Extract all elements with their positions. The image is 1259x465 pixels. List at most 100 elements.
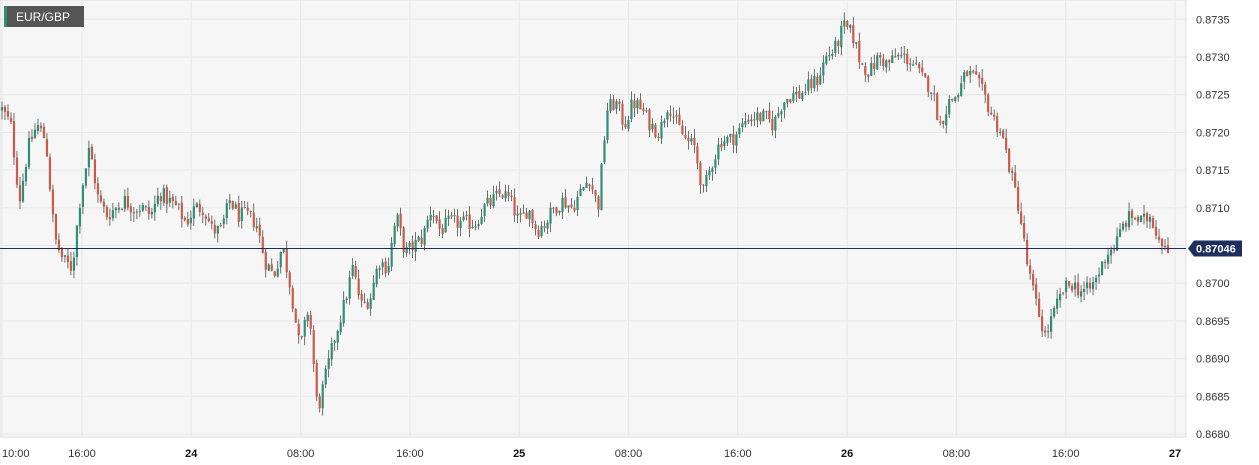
y-axis: 0.8735 0.8730 0.8725 0.8720 0.8715 0.8710 0.87… bbox=[1196, 14, 1230, 441]
candle-body bbox=[492, 194, 495, 207]
candle-body bbox=[330, 343, 333, 360]
candle-body bbox=[159, 196, 162, 202]
candle-body bbox=[246, 207, 249, 211]
candle-body bbox=[72, 257, 76, 271]
candle-body bbox=[747, 119, 750, 123]
candle-body bbox=[333, 341, 336, 344]
candle-body bbox=[708, 170, 711, 176]
candle-body bbox=[600, 163, 603, 211]
candle-body bbox=[420, 237, 423, 245]
candle-body bbox=[384, 261, 387, 274]
candle-body bbox=[366, 302, 369, 309]
candle-body bbox=[318, 396, 321, 409]
candle-body bbox=[480, 217, 483, 225]
candle-body bbox=[1148, 216, 1152, 222]
candle-body bbox=[45, 139, 49, 157]
candle-body bbox=[315, 363, 318, 397]
candle-body bbox=[771, 118, 774, 131]
candle-body bbox=[726, 137, 729, 143]
candle-body bbox=[258, 224, 261, 236]
candle-body bbox=[1073, 282, 1077, 290]
candle-body bbox=[921, 67, 924, 73]
candle-body bbox=[969, 70, 972, 75]
candle-body bbox=[1076, 282, 1080, 296]
candle-body bbox=[468, 214, 471, 229]
candle-body bbox=[33, 129, 37, 139]
candle-body bbox=[573, 207, 576, 211]
candle-body bbox=[0, 107, 4, 111]
candle-body bbox=[243, 206, 246, 208]
candle-body bbox=[714, 159, 717, 168]
candle-body bbox=[1118, 229, 1122, 237]
current-price-label: 0.87046 bbox=[1196, 244, 1236, 256]
candle-body bbox=[18, 185, 22, 202]
candle-body bbox=[1088, 282, 1092, 289]
candle-body bbox=[774, 116, 777, 131]
candle-body bbox=[294, 308, 297, 323]
candle-body bbox=[276, 268, 279, 277]
candle-body bbox=[465, 214, 468, 216]
candle-body bbox=[765, 111, 768, 113]
candle-body bbox=[195, 203, 198, 208]
candle-body bbox=[756, 112, 759, 121]
candle-body bbox=[732, 133, 735, 145]
candle-body bbox=[57, 239, 61, 251]
candle-body bbox=[1044, 330, 1047, 333]
candle-body bbox=[360, 293, 363, 301]
candle-body bbox=[408, 242, 411, 247]
candle-body bbox=[1166, 245, 1170, 254]
candle-body bbox=[264, 251, 267, 270]
candle-body bbox=[546, 222, 549, 229]
candle-body bbox=[132, 212, 135, 214]
candle-body bbox=[15, 157, 19, 185]
candle-body bbox=[477, 224, 480, 227]
candle-body bbox=[120, 208, 123, 210]
candle-body bbox=[51, 189, 55, 215]
symbol-badge[interactable]: EUR/GBP bbox=[4, 6, 84, 27]
candle-body bbox=[525, 212, 528, 219]
candle-body bbox=[855, 42, 858, 44]
candle-body bbox=[798, 91, 801, 99]
candle-body bbox=[672, 116, 675, 118]
candle-body bbox=[879, 54, 882, 58]
candle-body bbox=[1058, 293, 1062, 301]
candle-body bbox=[1094, 277, 1098, 283]
candle-body bbox=[876, 55, 879, 70]
candle-body bbox=[654, 124, 657, 137]
candle-body bbox=[555, 207, 558, 214]
candle-body bbox=[777, 113, 780, 117]
candle-body bbox=[1100, 261, 1104, 276]
y-tick-label: 0.8725 bbox=[1196, 90, 1230, 102]
candle-body bbox=[582, 187, 585, 190]
y-tick-label: 0.8715 bbox=[1196, 165, 1230, 177]
candle-body bbox=[216, 225, 219, 234]
candle-body bbox=[897, 54, 900, 57]
candle-body bbox=[405, 247, 408, 254]
x-tick-label: 27 bbox=[1169, 448, 1181, 460]
candle-body bbox=[1157, 236, 1161, 240]
candle-body bbox=[804, 92, 807, 94]
candle-body bbox=[375, 268, 378, 285]
current-price-tag-shape bbox=[1188, 240, 1242, 257]
candle-body bbox=[741, 123, 744, 128]
candle-body bbox=[339, 322, 342, 333]
candle-body bbox=[1127, 211, 1131, 228]
candle-body bbox=[891, 55, 894, 64]
candle-body bbox=[348, 277, 351, 299]
candle-body bbox=[840, 25, 843, 48]
candle-body bbox=[822, 62, 825, 76]
candle-body bbox=[63, 255, 67, 257]
candle-body bbox=[837, 40, 840, 47]
candle-body bbox=[225, 203, 228, 219]
candle-body bbox=[783, 102, 786, 111]
candle-body bbox=[666, 112, 669, 120]
candle-body bbox=[324, 368, 327, 385]
candle-body bbox=[231, 200, 234, 209]
x-tick-label: 16:00 bbox=[724, 448, 752, 460]
candle-body bbox=[849, 24, 852, 28]
candle-body bbox=[300, 336, 303, 338]
candle-body bbox=[417, 237, 420, 241]
candle-body bbox=[363, 301, 366, 303]
candle-body bbox=[1097, 274, 1101, 277]
